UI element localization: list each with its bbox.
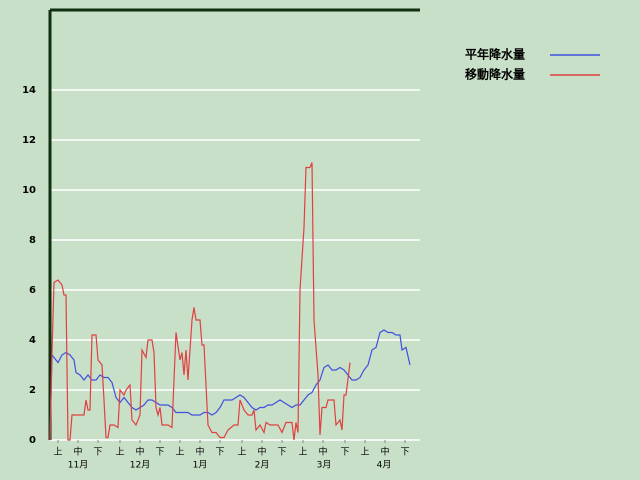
x-tick-label: 中 <box>135 446 144 458</box>
y-tick-label: 10 <box>22 185 36 196</box>
x-tick-label: 上 <box>53 447 62 458</box>
series-line <box>49 162 351 441</box>
y-tick-label: 4 <box>29 335 36 346</box>
x-tick-label: 上 <box>175 447 184 458</box>
y-tick-label: 6 <box>29 285 36 296</box>
x-tick-label: 中 <box>195 446 204 458</box>
month-label: 2月 <box>255 460 270 471</box>
x-tick-label: 上 <box>237 447 246 458</box>
x-tick-label: 下 <box>277 448 286 458</box>
y-tick-label: 8 <box>29 235 36 246</box>
y-tick-label: 14 <box>22 85 36 96</box>
legend-label: 平年降水量 <box>465 47 525 62</box>
x-tick-label: 中 <box>73 446 82 458</box>
x-tick-label: 中 <box>257 446 266 458</box>
y-tick-label: 2 <box>29 385 36 396</box>
month-label: 11月 <box>68 460 88 471</box>
x-tick-label: 上 <box>298 447 307 458</box>
legend-label: 移動降水量 <box>465 67 525 82</box>
month-label: 1月 <box>193 460 208 471</box>
month-label: 12月 <box>130 460 150 471</box>
x-tick-label: 上 <box>360 447 369 458</box>
series-line <box>49 329 411 441</box>
month-label: 4月 <box>377 460 392 471</box>
x-tick-label: 下 <box>93 448 102 458</box>
x-tick-label: 下 <box>155 448 164 458</box>
y-tick-label: 0 <box>29 435 36 446</box>
x-tick-label: 上 <box>115 447 124 458</box>
x-tick-label: 下 <box>215 448 224 458</box>
x-tick-label: 下 <box>340 448 349 458</box>
x-tick-label: 中 <box>318 446 327 458</box>
y-tick-label: 12 <box>22 135 36 146</box>
x-tick-label: 下 <box>400 448 409 458</box>
month-label: 3月 <box>317 460 332 471</box>
x-tick-label: 中 <box>380 446 389 458</box>
